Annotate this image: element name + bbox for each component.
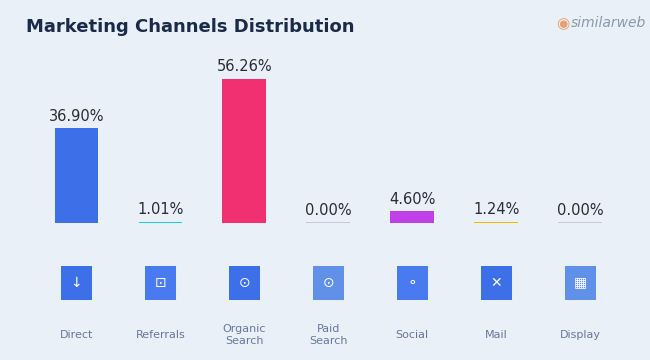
Text: 0.00%: 0.00% [557,203,603,218]
Text: Paid
Search: Paid Search [309,324,348,346]
FancyBboxPatch shape [391,211,434,223]
Text: ⊙: ⊙ [239,276,250,289]
Text: similarweb: similarweb [571,16,646,30]
Text: Direct: Direct [60,330,93,340]
Text: 1.01%: 1.01% [137,202,183,217]
Text: Referrals: Referrals [135,330,185,340]
FancyBboxPatch shape [306,222,350,223]
Text: Organic
Search: Organic Search [222,324,266,346]
Text: ◉: ◉ [556,16,569,31]
FancyBboxPatch shape [474,222,518,223]
Text: Display: Display [560,330,601,340]
FancyBboxPatch shape [138,222,182,223]
FancyBboxPatch shape [55,128,98,223]
Text: 1.24%: 1.24% [473,202,519,217]
Text: ✕: ✕ [490,276,502,289]
Text: ↓: ↓ [71,276,82,289]
Text: Mail: Mail [485,330,508,340]
Text: ⊙: ⊙ [322,276,334,289]
FancyBboxPatch shape [222,78,266,223]
Text: Marketing Channels Distribution: Marketing Channels Distribution [26,18,354,36]
Text: ▦: ▦ [573,276,587,289]
Text: ⊡: ⊡ [155,276,166,289]
Text: 56.26%: 56.26% [216,59,272,74]
Text: ⚬: ⚬ [406,276,418,289]
Text: 36.90%: 36.90% [49,109,104,124]
Text: 4.60%: 4.60% [389,192,436,207]
Text: 0.00%: 0.00% [305,203,352,218]
FancyBboxPatch shape [558,222,602,223]
Text: Social: Social [396,330,429,340]
